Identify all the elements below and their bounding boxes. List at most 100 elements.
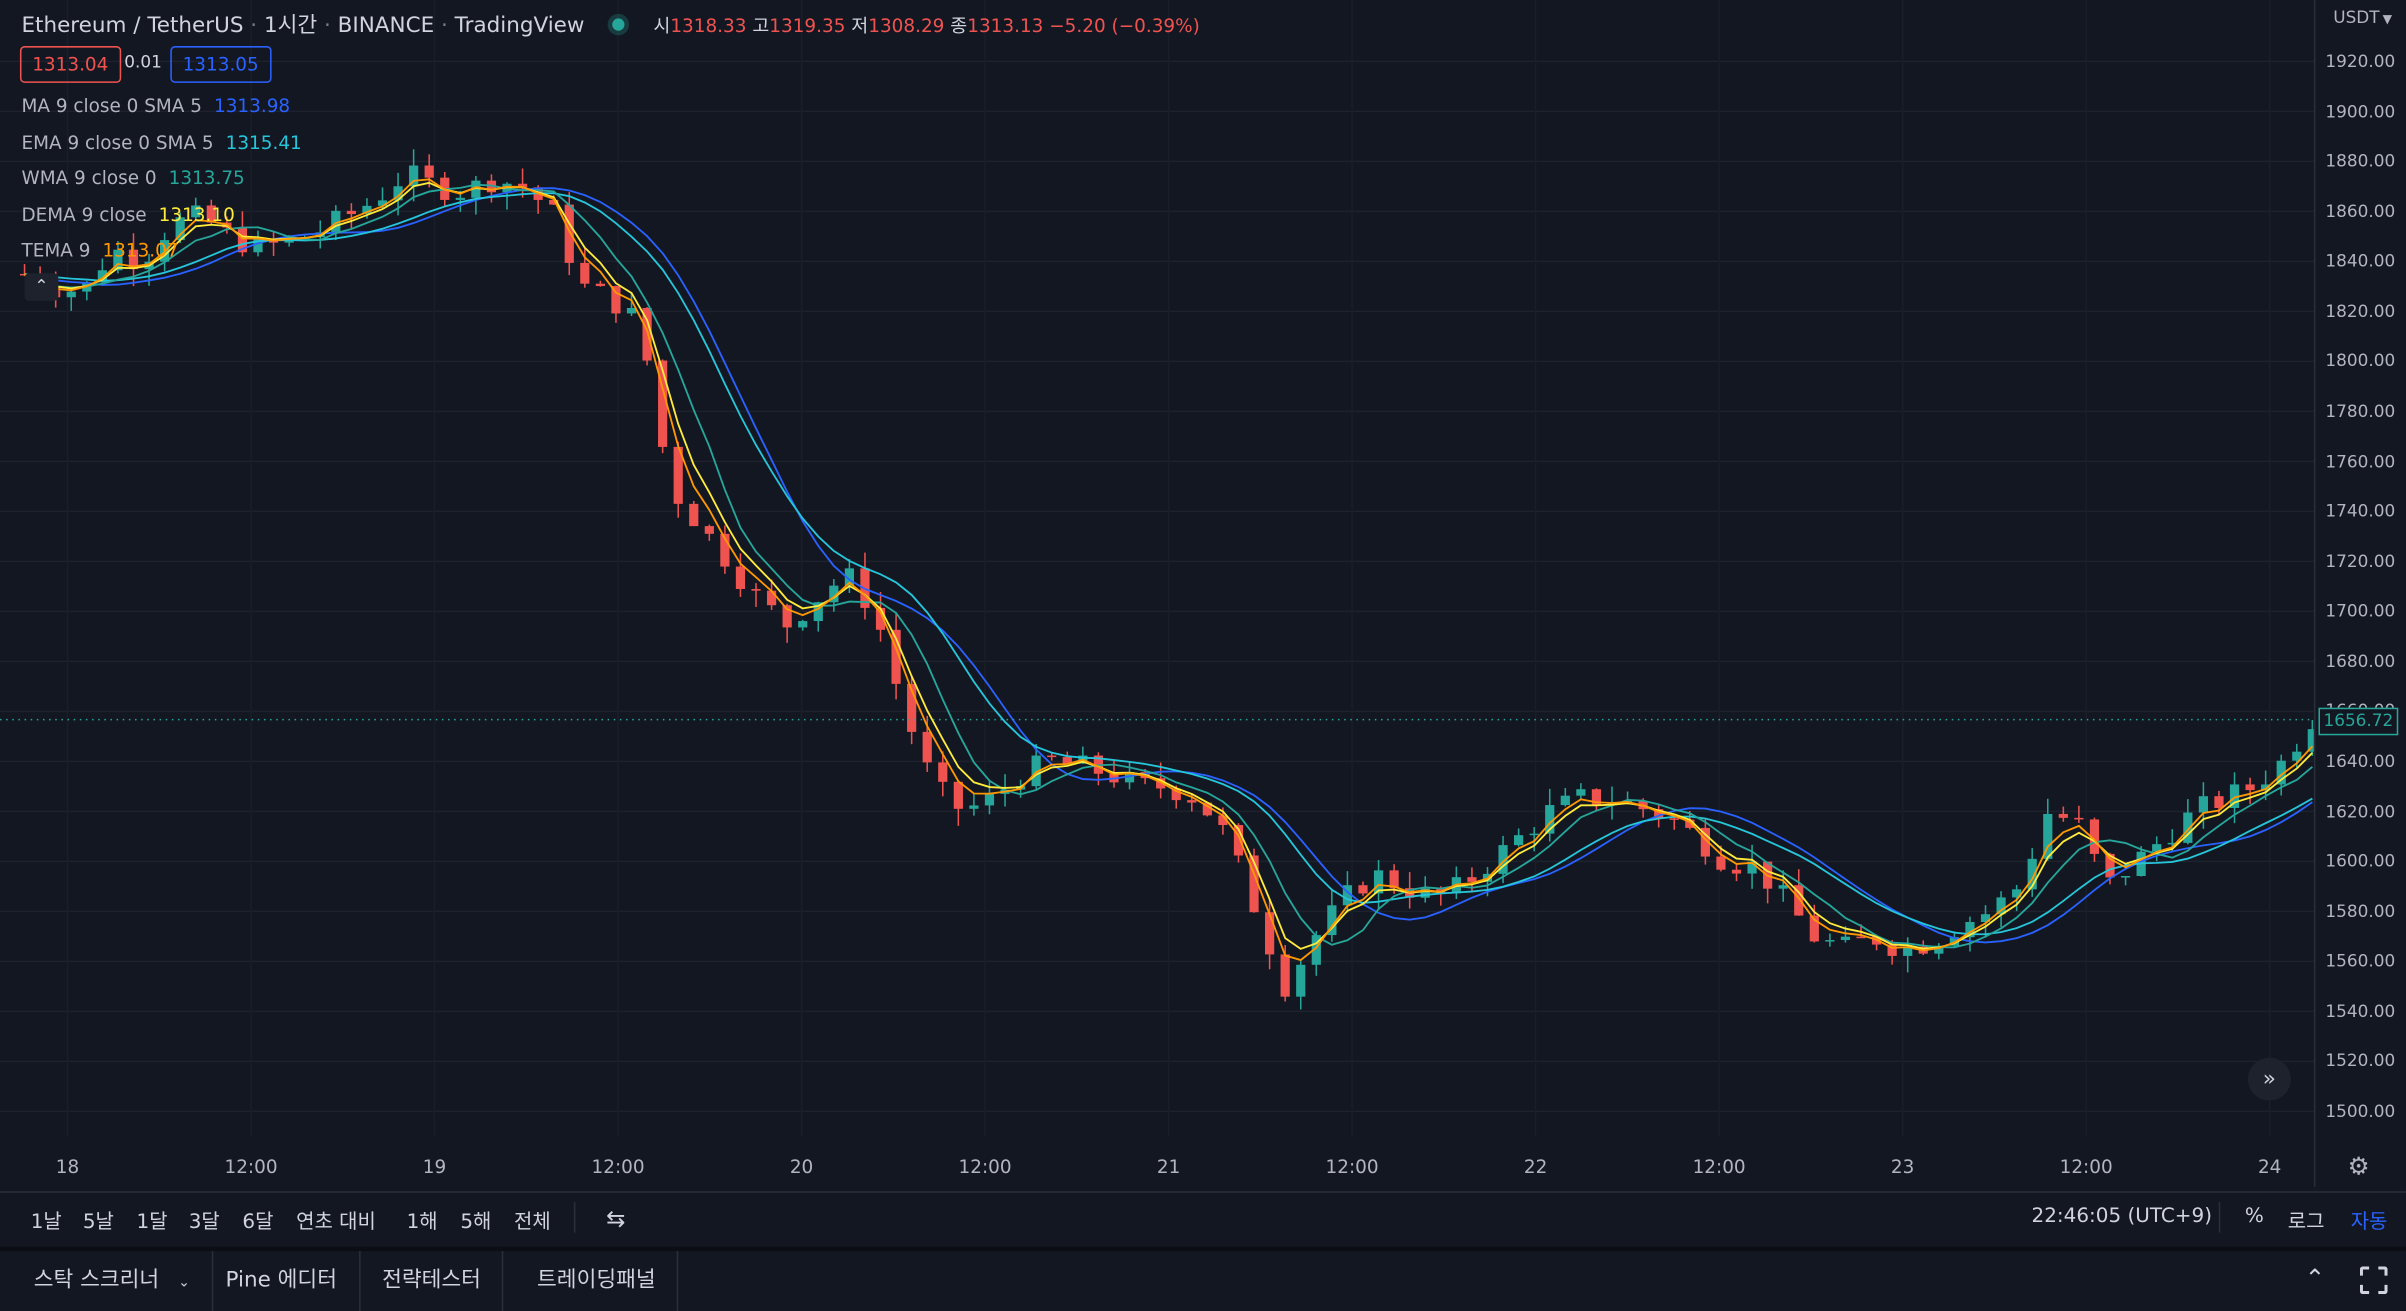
- log-toggle[interactable]: 로그: [2287, 1211, 2325, 1235]
- indicator-dema[interactable]: DEMA 9 close 1313.10: [21, 204, 234, 225]
- candle-body: [2027, 858, 2037, 890]
- chevron-down-icon: ⌄: [178, 1275, 190, 1292]
- time-tick: 12:00: [958, 1155, 1012, 1178]
- candle-body: [331, 210, 341, 233]
- candle-body: [1700, 827, 1710, 857]
- candle-body: [595, 283, 605, 287]
- candle-body: [2058, 813, 2068, 818]
- tab-label: 트레이딩패널: [537, 1267, 656, 1293]
- range-5d[interactable]: 5날: [82, 1211, 114, 1235]
- candle-body: [984, 793, 995, 806]
- candle-body: [1265, 912, 1275, 955]
- close-label: 종: [950, 15, 968, 37]
- scroll-to-realtime-button[interactable]: »: [2247, 1057, 2291, 1101]
- tab-stock-screener[interactable]: 스탁 스크리너 ⌄: [12, 1251, 213, 1311]
- range-1d[interactable]: 1날: [30, 1211, 62, 1235]
- symbol-header[interactable]: Ethereum / TetherUS · 1시간 · BINANCE · Tr…: [21, 13, 1200, 39]
- price-chart[interactable]: [0, 0, 2314, 1187]
- candle-body: [1934, 945, 1944, 954]
- indicator-value: 1313.10: [158, 204, 235, 226]
- candle-body: [813, 602, 823, 622]
- candle-body: [907, 683, 917, 732]
- candle-body: [2012, 889, 2022, 898]
- range-ytd[interactable]: 연초 대비: [296, 1211, 376, 1235]
- moving-average-line: [24, 192, 2313, 936]
- indicator-wma[interactable]: WMA 9 close 0 1313.75: [21, 167, 244, 188]
- range-all[interactable]: 전체: [514, 1211, 551, 1235]
- candle-body: [1389, 870, 1399, 889]
- provider-label: TradingView: [454, 13, 585, 39]
- clock[interactable]: 22:46:05 (UTC+9): [2031, 1205, 2213, 1229]
- candle-body: [735, 566, 746, 590]
- candle-body: [1296, 964, 1306, 997]
- time-tick: 22: [1523, 1155, 1548, 1178]
- collapse-legend-button[interactable]: ⌃: [24, 273, 59, 301]
- bottom-panel-tabs: 스탁 스크리너 ⌄ Pine 에디터 전략테스터 트레이딩패널 ⌃: [0, 1246, 2406, 1311]
- candle-body: [1202, 802, 1212, 816]
- candle-body: [1514, 835, 1524, 846]
- tab-pine-editor[interactable]: Pine 에디터: [204, 1251, 360, 1311]
- time-tick: 24: [2257, 1155, 2282, 1178]
- indicator-label: TEMA 9: [21, 239, 91, 261]
- range-1m[interactable]: 1달: [136, 1211, 168, 1235]
- candle-body: [2074, 817, 2084, 820]
- currency-label: USDT: [2333, 7, 2380, 28]
- price-tick: 1740.00: [2325, 501, 2396, 522]
- candle-body: [517, 183, 528, 188]
- price-tick: 1520.00: [2325, 1051, 2396, 1072]
- price-tick: 1900.00: [2325, 101, 2396, 122]
- candle-body: [969, 805, 979, 809]
- candle-body: [1467, 877, 1477, 882]
- gear-icon[interactable]: ⚙: [2347, 1151, 2370, 1181]
- range-5y[interactable]: 5해: [460, 1211, 492, 1235]
- divider: [573, 1201, 576, 1233]
- tab-strategy-tester[interactable]: 전략테스터: [361, 1251, 504, 1311]
- candle-body: [611, 286, 621, 314]
- candle-body: [2198, 796, 2209, 813]
- range-3m[interactable]: 3달: [188, 1211, 220, 1235]
- candle-body: [1342, 885, 1353, 906]
- candle-body: [1420, 888, 1430, 898]
- indicator-label: DEMA 9 close: [21, 204, 147, 226]
- candle-body: [377, 200, 388, 206]
- candle-body: [2292, 751, 2302, 761]
- goto-date-icon[interactable]: ⇆: [606, 1205, 626, 1233]
- candle-body: [2245, 784, 2255, 791]
- chart-pane[interactable]: [0, 0, 2320, 1187]
- indicator-ema[interactable]: EMA 9 close 0 SMA 5 1315.41: [21, 132, 301, 153]
- buy-button[interactable]: 1313.05: [170, 46, 272, 83]
- maximize-icon[interactable]: [2359, 1266, 2388, 1295]
- price-tick: 1760.00: [2325, 451, 2396, 472]
- double-chevron-right-icon: »: [2262, 1066, 2276, 1092]
- moving-average-line: [24, 183, 2313, 949]
- indicator-tema[interactable]: TEMA 9 1313.07: [21, 239, 178, 260]
- candle-body: [1856, 936, 1866, 939]
- tab-trading-panel[interactable]: 트레이딩패널: [516, 1251, 679, 1311]
- candle-body: [346, 210, 356, 215]
- high-label: 고: [752, 15, 770, 37]
- moving-average-line: [24, 181, 2313, 950]
- candle-body: [626, 307, 637, 314]
- candle-body: [2152, 844, 2162, 852]
- time-tick: 21: [1156, 1155, 1181, 1178]
- percent-toggle[interactable]: %: [2244, 1205, 2264, 1229]
- candle-body: [1747, 861, 1757, 874]
- interval-label[interactable]: 1시간: [263, 13, 318, 39]
- indicator-ma[interactable]: MA 9 close 0 SMA 5 1313.98: [21, 95, 290, 116]
- candle-body: [1280, 954, 1290, 997]
- chevron-up-icon: ⌃: [34, 276, 49, 297]
- sell-button[interactable]: 1313.04: [19, 46, 121, 83]
- chevron-up-icon[interactable]: ⌃: [2304, 1263, 2326, 1293]
- moving-average-line: [24, 178, 2314, 962]
- candle-body: [642, 307, 652, 361]
- currency-selector[interactable]: USDT ▼: [2333, 8, 2392, 28]
- range-1y[interactable]: 1해: [406, 1211, 438, 1235]
- candle-body: [2105, 853, 2115, 878]
- auto-toggle[interactable]: 자동: [2350, 1211, 2388, 1235]
- candle-body: [97, 270, 107, 283]
- price-axis[interactable]: USDT ▼ 1920.00 1900.00 1880.00 1860.00 1840.0…: [2313, 0, 2406, 1187]
- price-tick: 1540.00: [2325, 1001, 2396, 1022]
- symbol-name[interactable]: Ethereum / TetherUS: [21, 13, 244, 39]
- range-6m[interactable]: 6달: [242, 1211, 274, 1235]
- price-tick: 1800.00: [2325, 351, 2396, 372]
